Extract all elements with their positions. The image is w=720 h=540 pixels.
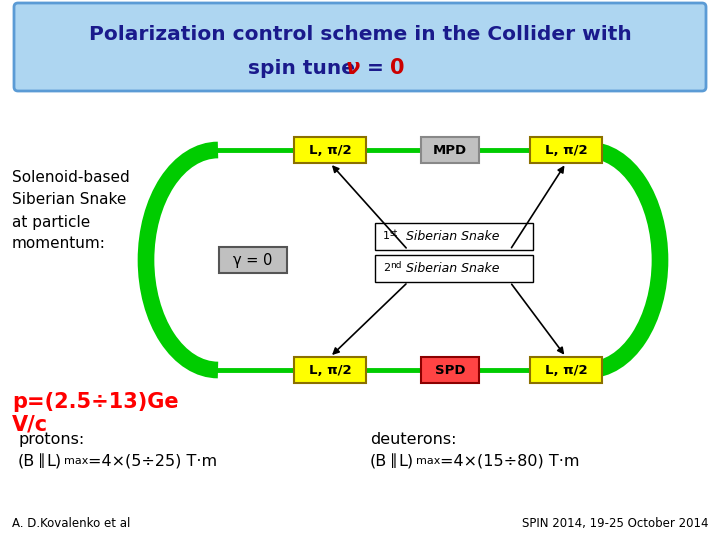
Text: L, π/2: L, π/2 [545,144,588,157]
Text: ∥: ∥ [390,453,397,468]
Text: =: = [360,58,391,78]
Text: max: max [64,456,89,466]
Bar [530,357,602,383]
Text: (B: (B [370,453,387,468]
Text: =4×(15÷80) T·m: =4×(15÷80) T·m [440,453,580,468]
Text: =4×(5÷25) T·m: =4×(5÷25) T·m [88,453,217,468]
Text: A. D.Kovalenko et al: A. D.Kovalenko et al [12,517,130,530]
Text: st: st [390,228,398,238]
Text: 0: 0 [390,58,405,78]
Text: 2: 2 [383,263,390,273]
Text: L): L) [398,453,413,468]
Text: 1: 1 [383,231,390,241]
Text: L): L) [46,453,61,468]
Text: SPD: SPD [435,363,465,376]
Text: Siberian Snake: Siberian Snake [12,192,127,207]
FancyBboxPatch shape [14,3,706,91]
Text: Solenoid-based: Solenoid-based [12,171,130,186]
Bar [375,255,533,282]
Text: ν: ν [346,58,360,78]
Text: L, π/2: L, π/2 [309,363,351,376]
Text: spin tune: spin tune [248,58,362,78]
Bar [530,137,602,163]
Text: Siberian Snake: Siberian Snake [402,230,500,242]
Text: momentum:: momentum: [12,237,106,252]
Bar [294,357,366,383]
Text: p=(2.5÷13)Ge: p=(2.5÷13)Ge [12,392,179,412]
Text: max: max [416,456,441,466]
Text: nd: nd [390,260,402,269]
Text: Siberian Snake: Siberian Snake [402,261,500,274]
Text: γ = 0: γ = 0 [233,253,273,267]
Bar [421,357,479,383]
Bar [421,137,479,163]
Text: ∥: ∥ [38,453,45,468]
Text: deuterons:: deuterons: [370,432,456,447]
Text: L, π/2: L, π/2 [545,363,588,376]
Bar [375,223,533,250]
Text: protons:: protons: [18,432,84,447]
Text: at particle: at particle [12,214,90,230]
Text: L, π/2: L, π/2 [309,144,351,157]
Text: Polarization control scheme in the Collider with: Polarization control scheme in the Colli… [89,24,631,44]
Bar [294,137,366,163]
Text: SPIN 2014, 19-25 October 2014: SPIN 2014, 19-25 October 2014 [521,517,708,530]
Text: (B: (B [18,453,35,468]
Text: V/c: V/c [12,415,48,435]
Text: MPD: MPD [433,144,467,157]
Bar [219,247,287,273]
